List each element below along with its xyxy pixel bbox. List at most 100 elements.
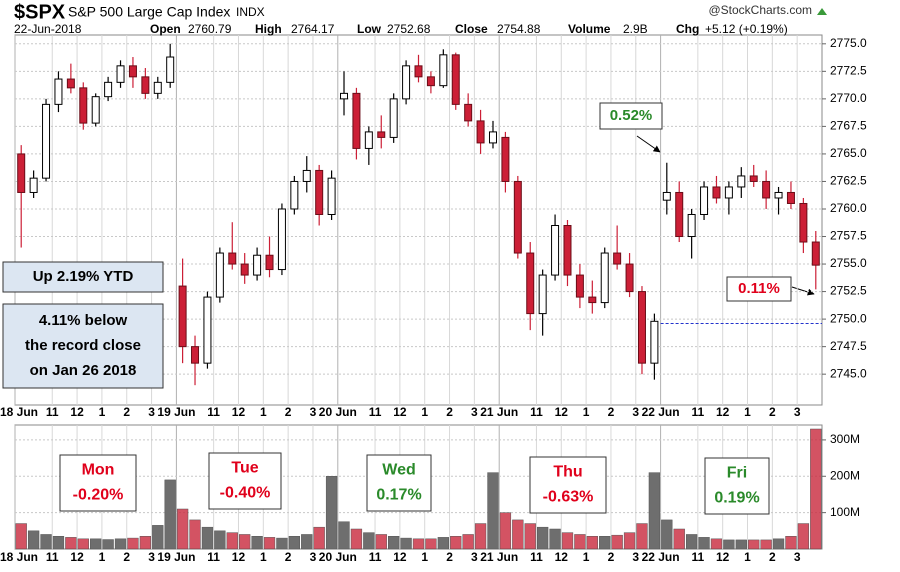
y-tick-label: 2762.5 [830,174,867,188]
x-tick-label: 3 [471,405,478,419]
annotation-text: Mon [82,462,115,479]
x-tick-label: 12 [393,405,407,419]
x-tick-label: 18 Jun [0,550,38,564]
annotation-box [59,454,137,512]
volume-bar [772,538,785,550]
x-tick-label: 12 [393,550,407,564]
source: @StockCharts.com [708,3,812,17]
volume-bar [338,521,350,550]
volume-bar [114,538,127,550]
exchange: INDX [236,5,265,19]
symbol: $SPX [14,1,66,23]
x-tick-label: 2 [123,550,130,564]
candle-body [476,120,485,144]
candle-body [265,254,274,271]
y-tick-label: 2752.5 [830,284,867,298]
volume-bar [276,537,288,550]
volume-bar [487,472,499,550]
candle-body [625,263,634,293]
volume-bar [375,534,387,550]
x-tick-label: 19 Jun [157,405,195,419]
volume-bar [648,472,661,550]
y-tick-label: 2745.0 [830,366,867,380]
x-tick-label: 2 [285,550,292,564]
y-tick-label: 2755.0 [830,256,867,270]
x-tick-label: 1 [583,550,590,564]
y-tick-label: 300M [830,432,860,446]
candle-body [675,191,684,238]
volume-bar [685,534,698,550]
annotation-text: Fri [727,465,747,482]
x-tick-label: 1 [99,550,106,564]
annotation-text: 0.17% [376,487,421,504]
y-tick-label: 200M [830,468,860,482]
x-tick-label: 3 [310,550,317,564]
y-tick-label: 2765.0 [830,146,867,160]
candle-body [724,186,733,199]
annotation-box [208,452,282,510]
x-tick-label: 12 [555,405,569,419]
volume-bar [499,512,512,550]
candle-body [66,78,75,89]
y-tick-label: 2767.5 [830,119,867,133]
candle-body [414,65,423,78]
x-tick-label: 3 [471,550,478,564]
candle-body [228,252,237,265]
volume-bar [623,532,636,550]
x-tick-label: 1 [260,550,267,564]
annotation-text: -0.40% [220,485,271,502]
volume-bar [673,528,685,550]
x-tick-label: 11 [369,405,382,419]
annotation-box [2,261,164,293]
x-tick-label: 3 [794,405,801,419]
y-tick-label: 2750.0 [830,311,867,325]
annotation-box [599,102,663,130]
volume-bar [127,537,139,550]
candle-body [178,285,187,348]
candle-body [377,131,386,138]
index-name: S&P 500 Large Cap Index [68,4,230,20]
volume-bar [785,536,797,550]
annotation-text: on Jan 26 2018 [30,362,137,379]
x-tick-label: 11 [530,550,543,564]
volume-bar [226,532,238,550]
candle-body [153,81,162,94]
annotation-box [529,456,607,514]
volume-bar [735,539,747,550]
field-label: Open [150,22,181,36]
volume-bar [810,428,822,550]
field-value: 2754.88 [497,22,541,36]
volume-bar [102,539,114,550]
annotation-text: Wed [382,462,415,479]
volume-bar [288,536,301,550]
candle-body [327,177,336,215]
volume-bar [474,523,487,550]
volume-bar [388,536,400,550]
annotation-text: Thu [553,464,582,481]
volume-bar [698,537,710,550]
candle-body [104,81,113,98]
x-tick-label: 12 [70,405,84,419]
x-tick-label: 1 [744,550,751,564]
candle-body [700,186,709,215]
x-tick-label: 12 [232,405,246,419]
x-tick-label: 12 [716,550,730,564]
field-label: Chg [676,22,699,36]
volume-bar [325,476,338,550]
candle-body [662,191,671,201]
x-tick-label: 3 [632,550,639,564]
volume-bar [251,536,263,550]
volume-bar [313,526,325,550]
x-tick-label: 11 [692,405,705,419]
y-tick-label: 2747.5 [830,339,867,353]
x-tick-label: 3 [148,405,155,419]
x-tick-label: 22 Jun [642,405,680,419]
candle-body [253,254,262,276]
arrow [791,286,815,296]
candle-body [786,191,795,204]
candle-body [352,92,361,149]
candle-body [488,131,497,144]
candle-body [451,54,460,105]
volume-bar [27,530,40,550]
volume-bar [15,523,27,550]
